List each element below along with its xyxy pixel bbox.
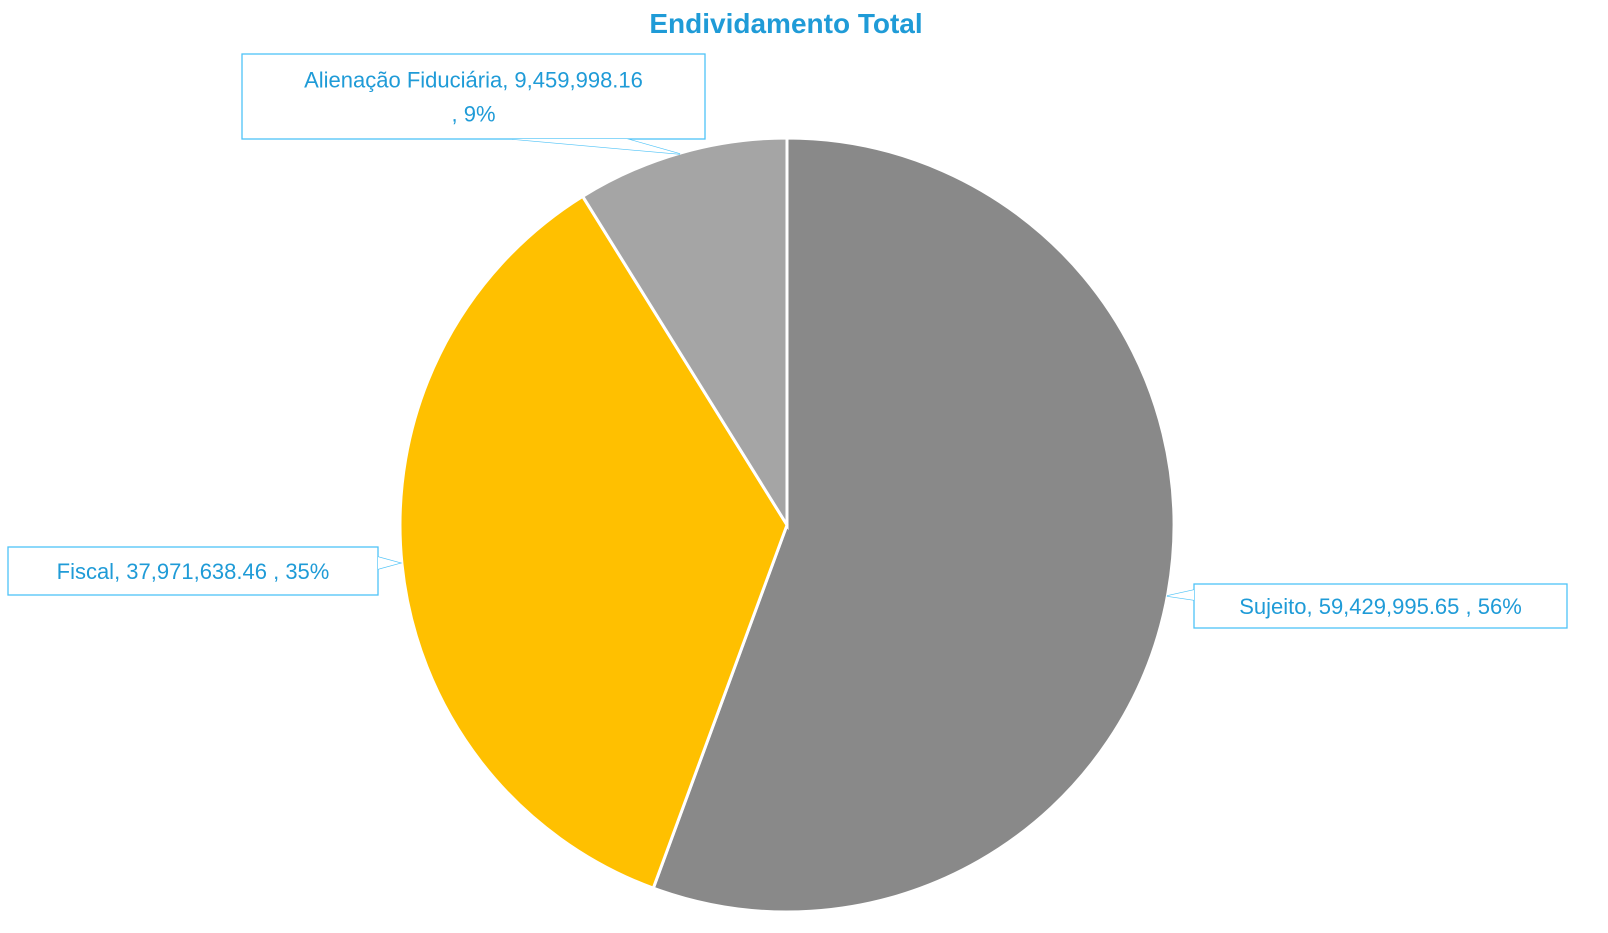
labels-layer: Sujeito, 59,429,995.65 , 56% Fiscal, 37,9… — [7, 53, 1568, 629]
pie-slice-sujeito — [651, 136, 1176, 914]
data-label-aliena-o-fiduci-ria: Alienação Fiduciária, 9,459,998.16 , 9% — [241, 53, 706, 155]
callout-box — [1193, 583, 1568, 629]
chart-title: Endividamento Total — [649, 8, 923, 39]
data-label-text: , 9% — [451, 102, 495, 127]
pie-slice-fiscal — [398, 194, 789, 891]
data-label-text: Alienação Fiduciária, 9,459,998.16 — [304, 68, 643, 93]
callout-box — [241, 53, 706, 140]
pie-slice-aliena-o-fiduci-ria — [580, 136, 789, 531]
data-label-fiscal: Fiscal, 37,971,638.46 , 35% — [7, 546, 403, 596]
data-label-text: Fiscal, 37,971,638.46 , 35% — [57, 559, 330, 584]
data-label-text: Sujeito, 59,429,995.65 , 56% — [1239, 594, 1522, 619]
slices-layer — [398, 136, 1176, 914]
callout-box — [7, 546, 379, 596]
data-label-sujeito: Sujeito, 59,429,995.65 , 56% — [1166, 583, 1568, 629]
